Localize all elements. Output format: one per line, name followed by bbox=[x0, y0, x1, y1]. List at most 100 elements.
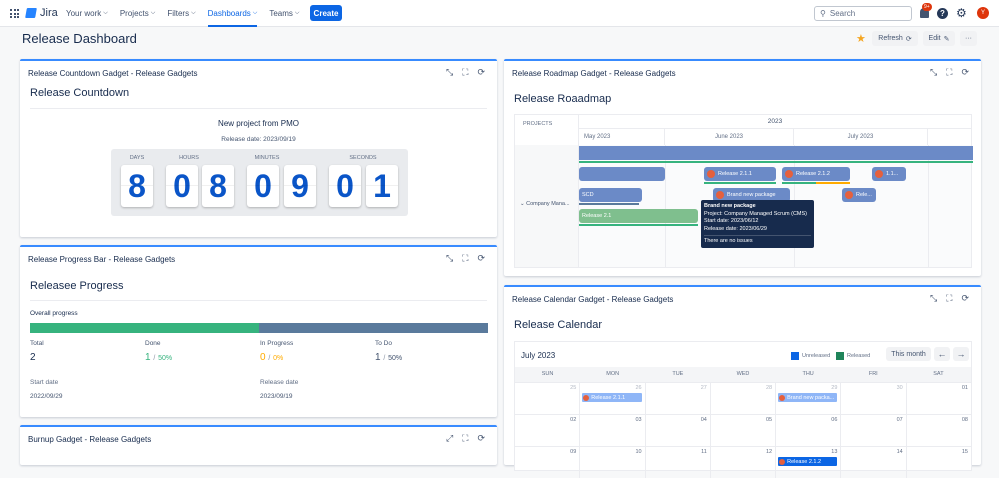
nav-your-work[interactable]: Your work ⌵ bbox=[66, 9, 108, 18]
calendar-day[interactable]: 01 bbox=[961, 385, 968, 391]
roadmap-body: ⌄ Company Mana... Release 2.1.1 Release … bbox=[515, 145, 973, 267]
app-switcher-icon[interactable] bbox=[10, 9, 19, 18]
calendar-event-release-2-1-2[interactable]: Release 2.1.2 bbox=[778, 457, 838, 466]
nav-filters[interactable]: Filters ⌵ bbox=[167, 9, 196, 18]
calendar-day[interactable]: 02 bbox=[515, 415, 581, 446]
nav-projects[interactable]: Projects ⌵ bbox=[119, 9, 156, 18]
roadmap-bar-release-2-1[interactable]: Release 2.1 bbox=[579, 209, 698, 223]
refresh-icon[interactable]: ⟳ bbox=[477, 67, 485, 77]
jira-logo[interactable]: Jira bbox=[25, 7, 58, 19]
divider bbox=[30, 300, 487, 301]
roadmap-bar-release-2-1-2[interactable]: Release 2.1.2 bbox=[782, 167, 850, 181]
calendar-day[interactable]: 06 bbox=[776, 415, 842, 446]
countdown-project-name: New project from PMO bbox=[218, 119, 299, 128]
roadmap-bar-1-1[interactable]: 1.1... bbox=[872, 167, 906, 181]
calendar-day[interactable]: 28 bbox=[711, 383, 777, 414]
settings-gear-icon[interactable]: ⚙ bbox=[956, 6, 967, 20]
calendar-month-title: July 2023 bbox=[521, 351, 556, 360]
calendar-day[interactable]: 15 bbox=[961, 449, 968, 455]
calendar-day[interactable]: 26 Release 2.1.1 bbox=[580, 383, 646, 414]
nav-dashboards[interactable]: Dashboards ⌵ bbox=[207, 0, 257, 27]
minimize-icon[interactable]: ⤡ bbox=[445, 253, 454, 263]
hours-digit-1: 0 bbox=[166, 165, 198, 207]
maximize-icon[interactable]: ⛶ bbox=[946, 293, 953, 303]
calendar-event-release-2-1-1[interactable]: Release 2.1.1 bbox=[582, 393, 642, 402]
release-icon bbox=[779, 458, 786, 465]
nav-teams[interactable]: Teams ⌵ bbox=[269, 9, 300, 18]
roadmap-bar-unnamed[interactable] bbox=[579, 167, 665, 181]
calendar-day[interactable]: 27 bbox=[646, 383, 711, 414]
calendar-week-row: 02 03 04 05 06 07 08 bbox=[515, 414, 971, 446]
release-icon bbox=[707, 170, 715, 178]
minutes-digit-1: 0 bbox=[247, 165, 279, 207]
minimize-icon[interactable]: ⤡ bbox=[929, 67, 938, 77]
refresh-icon[interactable]: ⟳ bbox=[477, 433, 485, 443]
prev-month-arrow-icon[interactable]: ← bbox=[934, 347, 950, 361]
maximize-icon[interactable]: ⛶ bbox=[462, 433, 469, 443]
calendar-day[interactable]: 29 Brand new packa... bbox=[776, 383, 842, 414]
calendar-day[interactable]: 25 bbox=[515, 383, 581, 414]
calendar-day[interactable]: 30 bbox=[841, 383, 907, 414]
calendar-day[interactable]: 04 bbox=[646, 415, 711, 446]
burnup-gadget: Burnup Gadget - Release Gadgets ⤢ ⛶ ⟳ bbox=[20, 425, 497, 465]
pencil-icon: ✎ bbox=[943, 35, 950, 43]
user-avatar[interactable]: Y bbox=[977, 7, 989, 19]
search-icon: ⚲ bbox=[820, 9, 826, 18]
gadget-title: Release Countdown bbox=[30, 87, 130, 99]
seconds-digit-1: 0 bbox=[329, 165, 361, 207]
maximize-icon[interactable]: ⛶ bbox=[946, 67, 953, 77]
refresh-icon[interactable]: ⟳ bbox=[477, 253, 485, 263]
roadmap-bar-scd[interactable]: SCD bbox=[579, 188, 642, 202]
refresh-icon[interactable]: ⟳ bbox=[961, 67, 969, 77]
more-actions-button[interactable]: ··· bbox=[960, 31, 977, 46]
countdown-panel: DAYS HOURS MINUTES SECONDS 8 0 8 0 9 0 1 bbox=[111, 149, 408, 216]
create-button[interactable]: Create bbox=[310, 5, 342, 21]
release-icon bbox=[779, 394, 786, 401]
calendar-event-brand-new-package[interactable]: Brand new packa... bbox=[778, 393, 838, 402]
gadget-header: Release Calendar Gadget - Release Gadget… bbox=[512, 295, 674, 304]
this-month-button[interactable]: This month bbox=[886, 347, 931, 361]
minimize-icon[interactable]: ⤡ bbox=[445, 67, 454, 77]
search-input[interactable]: ⚲ Search bbox=[814, 6, 912, 21]
next-month-arrow-icon[interactable]: → bbox=[953, 347, 969, 361]
project-column: ⌄ Company Mana... bbox=[515, 145, 579, 267]
expand-icon[interactable]: ⤢ bbox=[445, 433, 454, 443]
notifications-icon[interactable] bbox=[920, 8, 929, 18]
calendar-day[interactable]: 05 bbox=[711, 415, 777, 446]
calendar-day[interactable]: 07 bbox=[841, 415, 907, 446]
days-label: DAYS bbox=[129, 155, 145, 161]
minimize-icon[interactable]: ⤡ bbox=[929, 293, 938, 303]
legend-unreleased: Unreleased bbox=[791, 352, 830, 360]
roadmap-bar-brand-new-package[interactable]: Brand new package bbox=[713, 188, 790, 202]
chevron-down-icon: ⌵ bbox=[150, 10, 156, 16]
refresh-button[interactable]: Refresh ⟳ bbox=[872, 31, 918, 46]
chevron-down-icon: ⌄ bbox=[520, 201, 525, 207]
gadget-title: Releasee Progress bbox=[30, 280, 124, 292]
roadmap-gadget: Release Roadmap Gadget - Release Gadgets… bbox=[504, 59, 981, 276]
minutes-digit-2: 9 bbox=[284, 165, 316, 207]
hours-digit-2: 8 bbox=[202, 165, 234, 207]
project-row-company-managed[interactable]: ⌄ Company Mana... bbox=[520, 201, 570, 207]
overall-progress-label: Overall progress bbox=[30, 310, 78, 317]
edit-button[interactable]: Edit ✎ bbox=[923, 31, 955, 46]
refresh-icon[interactable]: ⟳ bbox=[961, 293, 969, 303]
done-label: Done bbox=[145, 340, 161, 347]
help-icon[interactable]: ? bbox=[937, 8, 948, 19]
release-icon bbox=[583, 394, 590, 401]
calendar-day[interactable]: 03 bbox=[580, 415, 646, 446]
roadmap-bar-release-2-1-1[interactable]: Release 2.1.1 bbox=[704, 167, 776, 181]
projects-column-header: PROJECTS bbox=[515, 115, 579, 145]
gadget-header: Release Progress Bar - Release Gadgets bbox=[28, 255, 176, 264]
maximize-icon[interactable]: ⛶ bbox=[462, 67, 469, 77]
gadget-header: Burnup Gadget - Release Gadgets bbox=[28, 435, 152, 444]
in-progress-value: 0 / 0% bbox=[260, 352, 284, 363]
divider bbox=[30, 108, 487, 109]
minutes-label: MINUTES bbox=[254, 155, 280, 161]
maximize-icon[interactable]: ⛶ bbox=[462, 253, 469, 263]
page-title: Release Dashboard bbox=[22, 31, 137, 46]
roadmap-project-bar[interactable] bbox=[579, 146, 973, 160]
roadmap-bar-rele[interactable]: Rele... bbox=[842, 188, 876, 202]
star-favorite-icon[interactable]: ★ bbox=[856, 33, 866, 45]
calendar-day[interactable]: 08 bbox=[961, 417, 968, 423]
countdown-gadget: Release Countdown Gadget - Release Gadge… bbox=[20, 59, 497, 237]
